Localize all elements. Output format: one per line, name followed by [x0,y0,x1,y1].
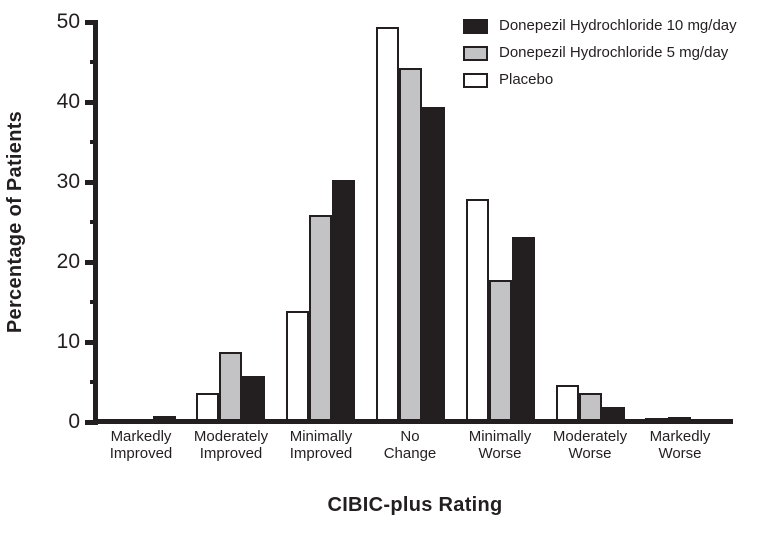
y-tick-label: 30 [56,170,80,193]
legend-label: Donepezil Hydrochloride 5 mg/day [499,44,729,61]
legend-label: Donepezil Hydrochloride 10 mg/day [499,17,737,34]
x-category-label-line: Worse [658,445,702,462]
x-category-label: Moderately Worse [530,428,650,462]
x-axis-line [93,419,733,424]
x-category-label-line: Improved [109,445,173,462]
bar-donepezil-hydrochloride-5-mg-day-minimally-worse [489,280,512,422]
x-category-label-line: Moderately [193,428,269,445]
bar-donepezil-hydrochloride-5-mg-day-moderately-improved [219,352,242,422]
x-category-label-line: Minimally [289,428,353,445]
y-tick-label: 40 [56,90,80,113]
x-category-label-line: Worse [568,445,612,462]
y-tick-label: 0 [68,410,80,433]
x-axis-category-labels: Markedly Improved Moderately Improved Minima… [0,428,781,468]
y-major-tick [85,100,98,105]
y-minor-tick [90,60,98,64]
y-major-tick [85,20,98,25]
x-category-label-line: Minimally [468,428,532,445]
bar-placebo-minimally-improved [286,311,309,422]
x-category-label-line: Improved [289,445,353,462]
legend-swatch [463,18,488,34]
bar-donepezil-hydrochloride-5-mg-day-no-change [399,68,422,422]
y-tick-label: 20 [56,250,80,273]
y-tick-label: 50 [56,10,80,33]
x-category-label-line: Change [383,445,437,462]
bar-placebo-moderately-improved [196,393,219,422]
legend-row: Placebo [463,72,737,88]
bar-donepezil-hydrochloride-10-mg-day-minimally-worse [512,237,535,422]
y-major-tick [85,340,98,345]
x-category-label-line: Improved [199,445,263,462]
x-axis-title: CIBIC-plus Rating [327,494,503,516]
y-major-tick [85,260,98,265]
legend: Donepezil Hydrochloride 10 mg/day Donepez… [463,18,737,99]
bar-donepezil-hydrochloride-10-mg-day-minimally-improved [332,180,355,422]
x-category-label-line: Markedly [110,428,172,445]
bar-donepezil-hydrochloride-10-mg-day-no-change [422,107,445,422]
y-minor-tick [90,300,98,304]
x-category-label: Minimally Worse [440,428,560,462]
legend-row: Donepezil Hydrochloride 10 mg/day [463,18,737,34]
bar-donepezil-hydrochloride-10-mg-day-moderately-improved [242,376,265,422]
y-minor-tick [90,220,98,224]
bar-placebo-minimally-worse [466,199,489,422]
legend-swatch [463,72,488,88]
bar-donepezil-hydrochloride-5-mg-day-minimally-improved [309,215,332,422]
bar-placebo-moderately-worse [556,385,579,422]
x-category-label: Markedly Worse [620,428,740,462]
y-minor-tick [90,140,98,144]
y-minor-tick [90,380,98,384]
x-category-label-line: No [400,428,420,445]
x-category-label: Moderately Improved [171,428,291,462]
bar-placebo-no-change [376,27,399,422]
bar-donepezil-hydrochloride-5-mg-day-moderately-worse [579,393,602,422]
legend-swatch [463,45,488,61]
legend-label: Placebo [499,71,554,88]
y-major-tick [85,180,98,185]
x-category-label-line: Worse [478,445,522,462]
x-category-label-line: Moderately [552,428,628,445]
legend-row: Donepezil Hydrochloride 5 mg/day [463,45,737,61]
x-category-label: No Change [350,428,470,462]
y-tick-label: 10 [56,330,80,353]
x-category-label-line: Markedly [649,428,711,445]
x-category-label: Minimally Improved [261,428,381,462]
y-major-tick [85,420,98,425]
x-category-label: Markedly Improved [81,428,201,462]
y-axis-title: Percentage of Patients [4,110,26,334]
